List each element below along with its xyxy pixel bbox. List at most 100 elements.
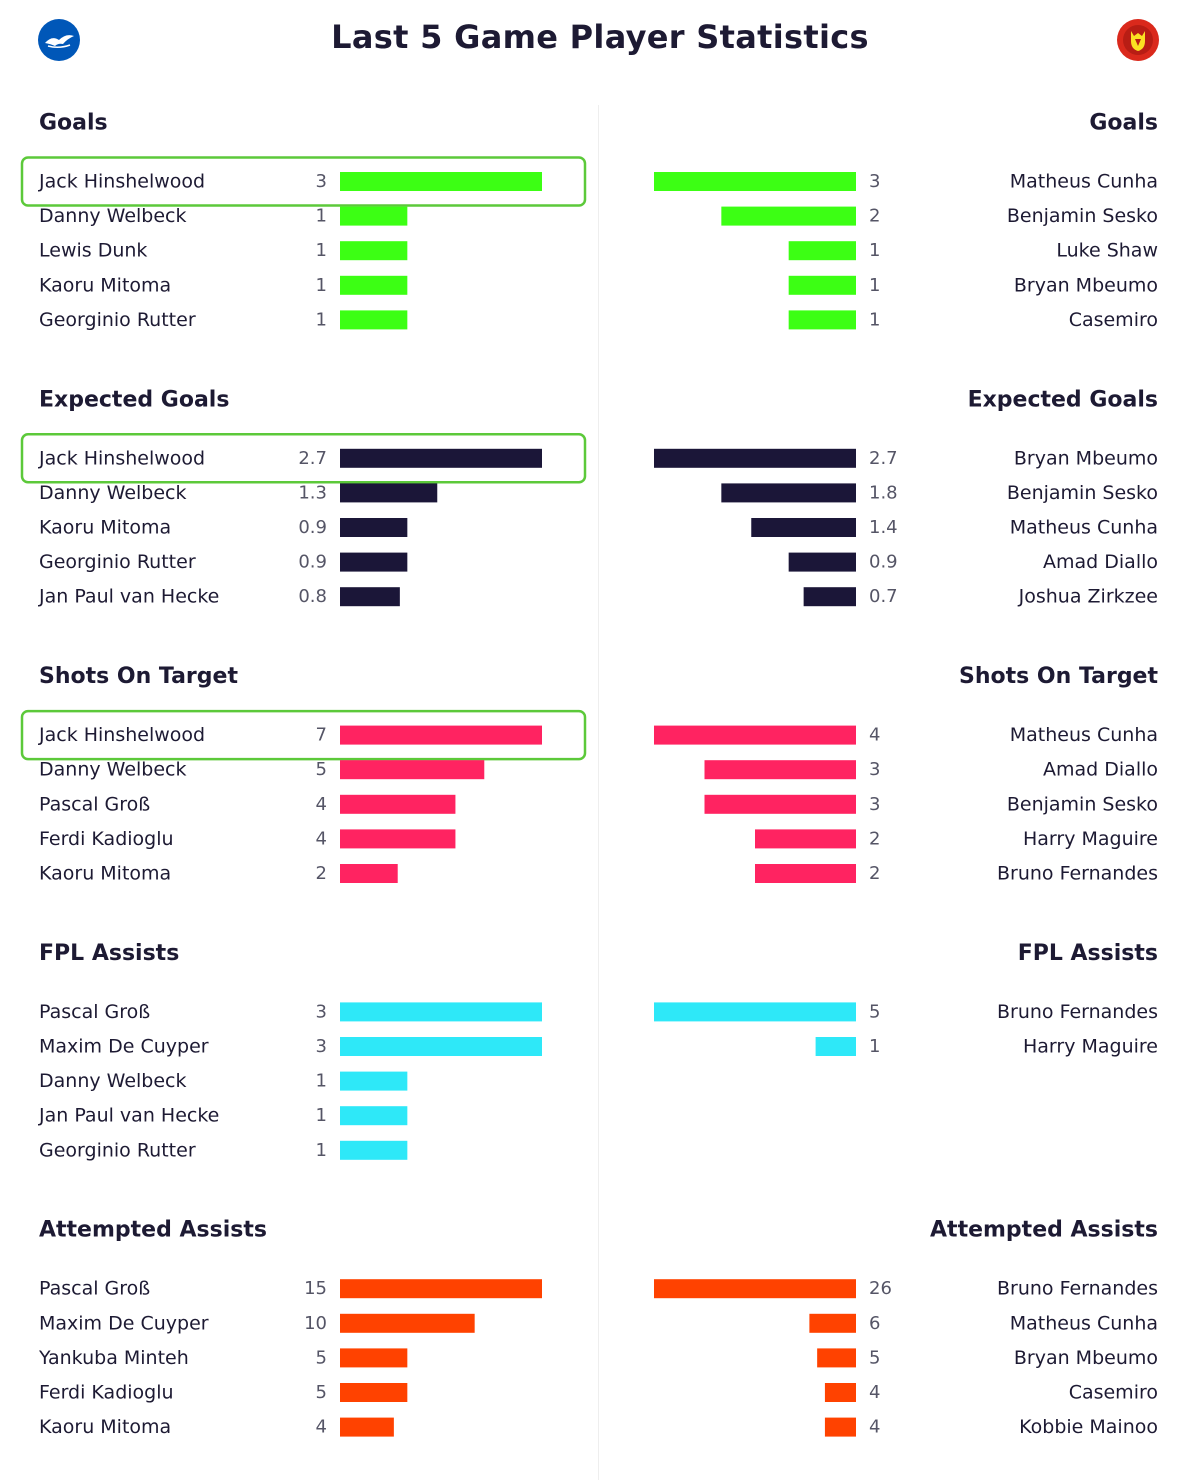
player-name: Luke Shaw: [1056, 240, 1158, 262]
player-name: Bryan Mbeumo: [1014, 1347, 1158, 1369]
bar: [340, 1140, 408, 1160]
data-label: 26: [869, 1278, 892, 1299]
bar: [721, 206, 856, 226]
player-name: Ferdi Kadioglu: [39, 1382, 174, 1404]
data-label: 1: [869, 240, 880, 261]
data-label: 1: [316, 1105, 327, 1126]
highlight-box: [20, 156, 587, 207]
bar: [340, 206, 408, 226]
bar: [340, 864, 398, 883]
player-name: Danny Welbeck: [39, 759, 186, 781]
data-label: 3: [316, 1001, 327, 1022]
data-label: 1: [316, 275, 327, 296]
player-name: Georginio Rutter: [39, 1139, 196, 1161]
data-label: 1: [316, 1071, 327, 1092]
player-name: Jan Paul van Hecke: [38, 586, 219, 608]
data-label: 0.9: [298, 552, 327, 573]
data-label: 3: [869, 171, 880, 192]
player-name: Bryan Mbeumo: [1014, 447, 1158, 469]
data-label: 4: [316, 828, 327, 849]
bar: [340, 1071, 408, 1091]
player-name: Joshua Zirkzee: [1018, 586, 1158, 608]
bar: [755, 829, 856, 849]
data-label: 1: [316, 240, 327, 261]
bar: [704, 760, 856, 780]
data-label: 1: [316, 1140, 327, 1161]
bar: [788, 241, 856, 261]
data-label: 1: [316, 309, 327, 330]
player-name: Matheus Cunha: [1010, 724, 1158, 746]
player-name: Pascal Groß: [39, 1278, 150, 1300]
player-name: Benjamin Sesko: [1007, 205, 1158, 227]
bar: [704, 794, 856, 814]
data-label: 3: [869, 794, 880, 815]
bar: [340, 1037, 542, 1056]
player-name: Maxim De Cuyper: [39, 1036, 209, 1058]
player-name: Georginio Rutter: [39, 551, 196, 573]
data-label: 15: [304, 1278, 327, 1299]
data-label: 4: [316, 794, 327, 815]
player-name: Jack Hinshelwood: [38, 171, 205, 193]
section-title-home: FPL Assists: [39, 941, 179, 966]
data-label: 0.8: [298, 586, 327, 607]
player-name: Kaoru Mitoma: [39, 274, 171, 296]
section-title-away: Shots On Target: [959, 664, 1158, 689]
bar: [654, 725, 856, 745]
bar: [340, 518, 408, 537]
devil-crest-icon: [1117, 19, 1159, 61]
bar: [340, 1313, 475, 1333]
data-label: 5: [316, 759, 327, 780]
player-name: Jack Hinshelwood: [38, 447, 205, 469]
bar: [340, 794, 456, 814]
player-name: Bryan Mbeumo: [1014, 274, 1158, 296]
player-name: Kaoru Mitoma: [39, 863, 171, 885]
player-name: Casemiro: [1069, 309, 1158, 331]
bar: [340, 552, 408, 572]
player-name: Yankuba Minteh: [38, 1347, 189, 1369]
bar: [788, 552, 856, 572]
bar: [340, 483, 438, 503]
data-label: 4: [869, 1382, 880, 1403]
data-label: 1: [869, 1036, 880, 1057]
bar: [654, 1279, 856, 1299]
data-label: 1: [869, 275, 880, 296]
bar: [788, 310, 856, 330]
player-name: Bruno Fernandes: [997, 863, 1158, 885]
bar: [340, 448, 542, 468]
data-label: 3: [869, 759, 880, 780]
player-name: Maxim De Cuyper: [39, 1312, 209, 1334]
player-name: Benjamin Sesko: [1007, 793, 1158, 815]
section-title-away: Expected Goals: [968, 387, 1158, 412]
data-label: 1: [316, 206, 327, 227]
data-label: 1: [869, 309, 880, 330]
bar: [340, 1106, 408, 1126]
seagull-crest-icon: [38, 19, 80, 61]
section-title-home: Attempted Assists: [39, 1218, 267, 1243]
player-name: Kaoru Mitoma: [39, 517, 171, 539]
player-name: Danny Welbeck: [39, 482, 186, 504]
data-label: 0.9: [298, 517, 327, 538]
player-name: Benjamin Sesko: [1007, 482, 1158, 504]
bar: [788, 275, 856, 295]
section-title-away: Goals: [1089, 111, 1158, 136]
bar: [340, 1383, 408, 1402]
page-title: Last 5 Game Player Statistics: [331, 18, 869, 56]
bar: [809, 1313, 856, 1333]
data-label: 2: [869, 863, 880, 884]
player-name: Harry Maguire: [1023, 1036, 1158, 1058]
data-label: 2: [869, 828, 880, 849]
data-label: 6: [869, 1313, 880, 1334]
data-label: 2.7: [869, 448, 898, 469]
player-name: Bruno Fernandes: [997, 1278, 1158, 1300]
player-name: Jack Hinshelwood: [38, 724, 205, 746]
bar: [824, 1383, 856, 1402]
player-name: Jan Paul van Hecke: [38, 1105, 219, 1127]
player-name: Lewis Dunk: [39, 240, 147, 262]
player-name: Kobbie Mainoo: [1019, 1416, 1158, 1438]
data-label: 2: [316, 863, 327, 884]
bar: [340, 829, 456, 849]
bar: [340, 275, 408, 295]
bar: [817, 1348, 856, 1368]
data-label: 5: [869, 1001, 880, 1022]
player-name: Matheus Cunha: [1010, 1312, 1158, 1334]
